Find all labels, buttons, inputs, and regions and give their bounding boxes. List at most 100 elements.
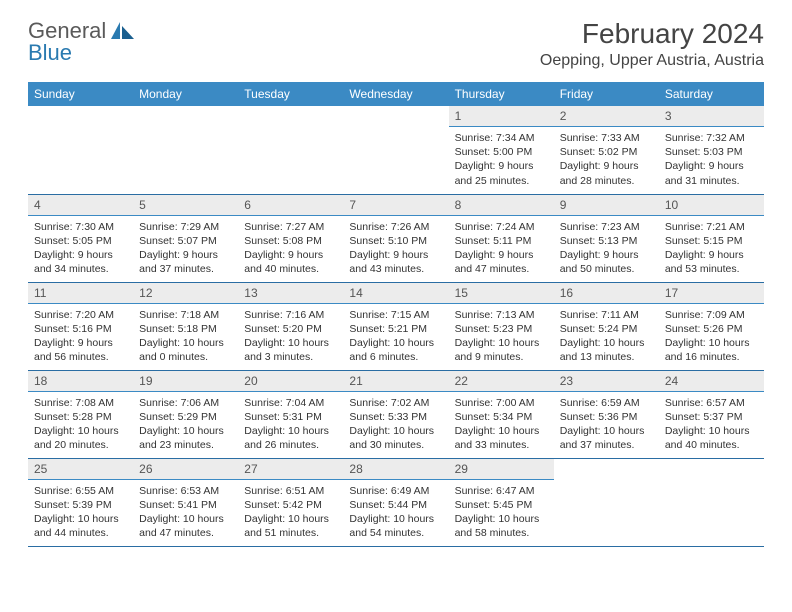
calendar-day-cell: 22Sunrise: 7:00 AMSunset: 5:34 PMDayligh…	[449, 370, 554, 458]
day-details: Sunrise: 7:27 AMSunset: 5:08 PMDaylight:…	[238, 216, 343, 281]
calendar-day-cell: 25Sunrise: 6:55 AMSunset: 5:39 PMDayligh…	[28, 458, 133, 546]
day-number: 22	[449, 371, 554, 392]
day-number: 25	[28, 459, 133, 480]
day-number: 27	[238, 459, 343, 480]
day-details: Sunrise: 7:15 AMSunset: 5:21 PMDaylight:…	[343, 304, 448, 369]
day-number: 18	[28, 371, 133, 392]
day-details: Sunrise: 7:26 AMSunset: 5:10 PMDaylight:…	[343, 216, 448, 281]
day-details: Sunrise: 7:02 AMSunset: 5:33 PMDaylight:…	[343, 392, 448, 457]
title-block: February 2024 Oepping, Upper Austria, Au…	[540, 18, 764, 70]
day-number: 2	[554, 106, 659, 127]
calendar-table: Sunday Monday Tuesday Wednesday Thursday…	[28, 82, 764, 547]
day-details: Sunrise: 6:57 AMSunset: 5:37 PMDaylight:…	[659, 392, 764, 457]
calendar-day-cell: 1Sunrise: 7:34 AMSunset: 5:00 PMDaylight…	[449, 106, 554, 194]
weekday-header: Saturday	[659, 82, 764, 106]
day-details: Sunrise: 6:47 AMSunset: 5:45 PMDaylight:…	[449, 480, 554, 545]
day-number: 8	[449, 195, 554, 216]
calendar-day-cell: 20Sunrise: 7:04 AMSunset: 5:31 PMDayligh…	[238, 370, 343, 458]
day-number: 10	[659, 195, 764, 216]
day-number: 1	[449, 106, 554, 127]
day-details: Sunrise: 7:18 AMSunset: 5:18 PMDaylight:…	[133, 304, 238, 369]
calendar-day-cell: ..	[659, 458, 764, 546]
weekday-header: Wednesday	[343, 82, 448, 106]
calendar-day-cell: 14Sunrise: 7:15 AMSunset: 5:21 PMDayligh…	[343, 282, 448, 370]
calendar-day-cell: 8Sunrise: 7:24 AMSunset: 5:11 PMDaylight…	[449, 194, 554, 282]
day-number: 5	[133, 195, 238, 216]
weekday-header: Friday	[554, 82, 659, 106]
day-number: 17	[659, 283, 764, 304]
calendar-day-cell: 2Sunrise: 7:33 AMSunset: 5:02 PMDaylight…	[554, 106, 659, 194]
calendar-day-cell: 27Sunrise: 6:51 AMSunset: 5:42 PMDayligh…	[238, 458, 343, 546]
day-details: Sunrise: 7:00 AMSunset: 5:34 PMDaylight:…	[449, 392, 554, 457]
calendar-header-row: Sunday Monday Tuesday Wednesday Thursday…	[28, 82, 764, 106]
day-details: Sunrise: 7:29 AMSunset: 5:07 PMDaylight:…	[133, 216, 238, 281]
weekday-header: Monday	[133, 82, 238, 106]
calendar-day-cell: 17Sunrise: 7:09 AMSunset: 5:26 PMDayligh…	[659, 282, 764, 370]
day-number: 28	[343, 459, 448, 480]
calendar-day-cell: 16Sunrise: 7:11 AMSunset: 5:24 PMDayligh…	[554, 282, 659, 370]
day-number: 3	[659, 106, 764, 127]
weekday-header: Thursday	[449, 82, 554, 106]
calendar-day-cell: 7Sunrise: 7:26 AMSunset: 5:10 PMDaylight…	[343, 194, 448, 282]
day-details: Sunrise: 7:24 AMSunset: 5:11 PMDaylight:…	[449, 216, 554, 281]
day-number: 4	[28, 195, 133, 216]
header: General Blue February 2024 Oepping, Uppe…	[28, 18, 764, 70]
calendar-day-cell: 18Sunrise: 7:08 AMSunset: 5:28 PMDayligh…	[28, 370, 133, 458]
day-number: 24	[659, 371, 764, 392]
calendar-day-cell: 28Sunrise: 6:49 AMSunset: 5:44 PMDayligh…	[343, 458, 448, 546]
day-number: 11	[28, 283, 133, 304]
day-number: 15	[449, 283, 554, 304]
calendar-day-cell: 9Sunrise: 7:23 AMSunset: 5:13 PMDaylight…	[554, 194, 659, 282]
day-details: Sunrise: 7:16 AMSunset: 5:20 PMDaylight:…	[238, 304, 343, 369]
logo-sails-icon	[110, 20, 136, 43]
day-number: 16	[554, 283, 659, 304]
location-text: Oepping, Upper Austria, Austria	[540, 52, 764, 70]
day-details: Sunrise: 7:20 AMSunset: 5:16 PMDaylight:…	[28, 304, 133, 369]
logo-text-blue: Blue	[28, 40, 72, 66]
day-details: Sunrise: 7:13 AMSunset: 5:23 PMDaylight:…	[449, 304, 554, 369]
calendar-week-row: ........1Sunrise: 7:34 AMSunset: 5:00 PM…	[28, 106, 764, 194]
day-details: Sunrise: 6:51 AMSunset: 5:42 PMDaylight:…	[238, 480, 343, 545]
calendar-day-cell: 19Sunrise: 7:06 AMSunset: 5:29 PMDayligh…	[133, 370, 238, 458]
day-number: 9	[554, 195, 659, 216]
day-details: Sunrise: 6:59 AMSunset: 5:36 PMDaylight:…	[554, 392, 659, 457]
day-details: Sunrise: 7:08 AMSunset: 5:28 PMDaylight:…	[28, 392, 133, 457]
calendar-day-cell: ..	[28, 106, 133, 194]
day-details: Sunrise: 7:11 AMSunset: 5:24 PMDaylight:…	[554, 304, 659, 369]
calendar-day-cell: 11Sunrise: 7:20 AMSunset: 5:16 PMDayligh…	[28, 282, 133, 370]
day-details: Sunrise: 7:06 AMSunset: 5:29 PMDaylight:…	[133, 392, 238, 457]
day-details: Sunrise: 6:55 AMSunset: 5:39 PMDaylight:…	[28, 480, 133, 545]
calendar-day-cell: 5Sunrise: 7:29 AMSunset: 5:07 PMDaylight…	[133, 194, 238, 282]
day-details: Sunrise: 7:21 AMSunset: 5:15 PMDaylight:…	[659, 216, 764, 281]
calendar-week-row: 18Sunrise: 7:08 AMSunset: 5:28 PMDayligh…	[28, 370, 764, 458]
day-details: Sunrise: 7:30 AMSunset: 5:05 PMDaylight:…	[28, 216, 133, 281]
calendar-day-cell: 21Sunrise: 7:02 AMSunset: 5:33 PMDayligh…	[343, 370, 448, 458]
month-title: February 2024	[540, 18, 764, 50]
day-number: 20	[238, 371, 343, 392]
calendar-day-cell: 3Sunrise: 7:32 AMSunset: 5:03 PMDaylight…	[659, 106, 764, 194]
day-details: Sunrise: 7:23 AMSunset: 5:13 PMDaylight:…	[554, 216, 659, 281]
calendar-day-cell: 15Sunrise: 7:13 AMSunset: 5:23 PMDayligh…	[449, 282, 554, 370]
day-number: 26	[133, 459, 238, 480]
calendar-day-cell: ..	[238, 106, 343, 194]
weekday-header: Tuesday	[238, 82, 343, 106]
calendar-day-cell: 12Sunrise: 7:18 AMSunset: 5:18 PMDayligh…	[133, 282, 238, 370]
day-number: 14	[343, 283, 448, 304]
calendar-day-cell: 13Sunrise: 7:16 AMSunset: 5:20 PMDayligh…	[238, 282, 343, 370]
weekday-header: Sunday	[28, 82, 133, 106]
day-details: Sunrise: 7:34 AMSunset: 5:00 PMDaylight:…	[449, 127, 554, 192]
calendar-week-row: 4Sunrise: 7:30 AMSunset: 5:05 PMDaylight…	[28, 194, 764, 282]
day-number: 13	[238, 283, 343, 304]
day-number: 29	[449, 459, 554, 480]
calendar-day-cell: 26Sunrise: 6:53 AMSunset: 5:41 PMDayligh…	[133, 458, 238, 546]
day-number: 19	[133, 371, 238, 392]
day-details: Sunrise: 7:32 AMSunset: 5:03 PMDaylight:…	[659, 127, 764, 192]
calendar-day-cell: 10Sunrise: 7:21 AMSunset: 5:15 PMDayligh…	[659, 194, 764, 282]
day-number: 6	[238, 195, 343, 216]
calendar-day-cell: 29Sunrise: 6:47 AMSunset: 5:45 PMDayligh…	[449, 458, 554, 546]
day-number: 23	[554, 371, 659, 392]
calendar-day-cell: 4Sunrise: 7:30 AMSunset: 5:05 PMDaylight…	[28, 194, 133, 282]
calendar-day-cell: ..	[343, 106, 448, 194]
day-number: 21	[343, 371, 448, 392]
calendar-body: ........1Sunrise: 7:34 AMSunset: 5:00 PM…	[28, 106, 764, 546]
